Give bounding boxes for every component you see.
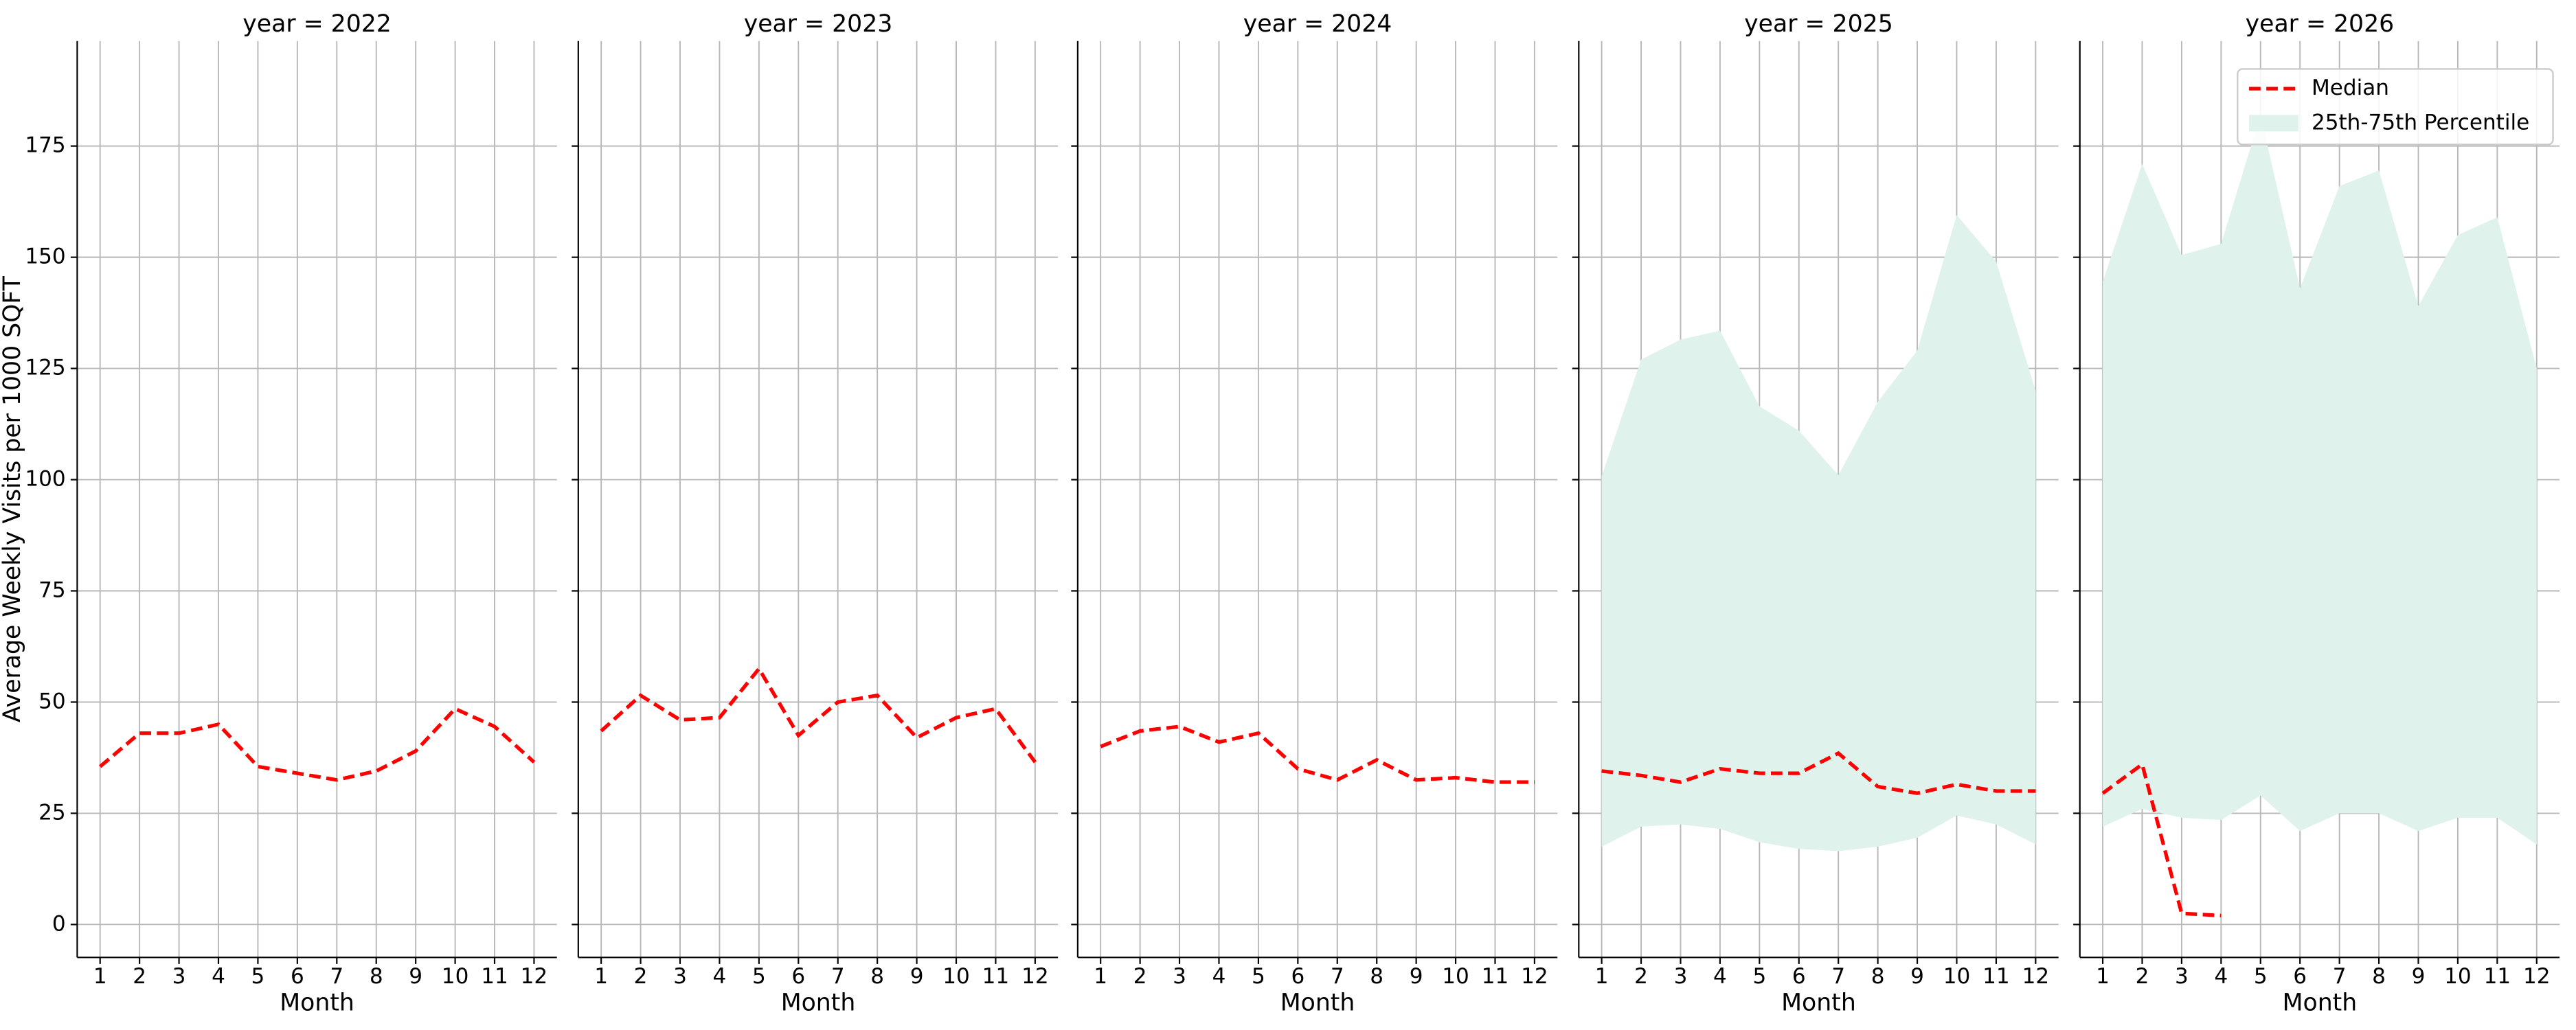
x-tick-label: 4 [1212, 964, 1226, 989]
x-tick-label: 11 [2484, 964, 2511, 989]
x-tick-label: 10 [1943, 964, 1971, 989]
x-tick-label: 6 [1792, 964, 1806, 989]
x-tick-label: 7 [1331, 964, 1344, 989]
x-tick-label: 9 [1910, 964, 1924, 989]
x-tick-label: 10 [442, 964, 469, 989]
x-tick-label: 5 [1752, 964, 1766, 989]
x-tick-label: 3 [2175, 964, 2189, 989]
x-tick-label: 2 [2136, 964, 2149, 989]
panel-title: year = 2025 [1744, 10, 1893, 38]
y-tick-label: 50 [38, 689, 66, 713]
x-axis-label: Month [781, 989, 856, 1016]
x-tick-label: 5 [251, 964, 265, 989]
x-tick-label: 5 [2254, 964, 2268, 989]
x-tick-label: 7 [1831, 964, 1845, 989]
x-tick-label: 12 [1521, 964, 1548, 989]
x-tick-label: 2 [133, 964, 146, 989]
x-tick-label: 8 [1370, 964, 1383, 989]
x-tick-label: 4 [1713, 964, 1727, 989]
x-tick-label: 12 [521, 964, 548, 989]
y-tick-label: 175 [25, 133, 65, 158]
x-tick-label: 3 [673, 964, 687, 989]
x-tick-label: 4 [2214, 964, 2228, 989]
x-tick-label: 6 [791, 964, 805, 989]
y-tick-label: 75 [38, 577, 66, 602]
x-tick-label: 6 [2293, 964, 2307, 989]
x-tick-label: 9 [910, 964, 924, 989]
x-tick-label: 3 [1173, 964, 1186, 989]
y-axis-label: Average Weekly Visits per 1000 SQFT [0, 275, 26, 722]
x-tick-label: 10 [1442, 964, 1469, 989]
panel-title: year = 2024 [1243, 10, 1392, 38]
legend: Median 25th-75th Percentile [2237, 68, 2554, 146]
x-tick-label: 2 [634, 964, 648, 989]
x-tick-label: 9 [2412, 964, 2426, 989]
x-tick-label: 9 [409, 964, 422, 989]
x-tick-label: 10 [2444, 964, 2472, 989]
panel-title: year = 2022 [242, 10, 392, 38]
x-axis-label: Month [280, 989, 354, 1016]
x-tick-label: 6 [1291, 964, 1304, 989]
percentile-band [1601, 215, 2036, 851]
x-tick-label: 3 [172, 964, 186, 989]
y-tick-label: 125 [25, 356, 65, 380]
median-line [1100, 724, 1535, 784]
panel-title: year = 2026 [2246, 10, 2395, 38]
y-tick-label: 25 [38, 800, 66, 825]
x-tick-label: 11 [1482, 964, 1509, 989]
panel-title: year = 2023 [744, 10, 893, 38]
x-tick-label: 11 [982, 964, 1010, 989]
x-tick-label: 12 [2022, 964, 2050, 989]
legend-box [2237, 68, 2554, 146]
x-tick-label: 5 [752, 964, 766, 989]
median-line [600, 665, 1037, 764]
x-axis-label: Month [1781, 989, 1856, 1016]
x-tick-label: 1 [93, 964, 107, 989]
median-line [2101, 761, 2222, 918]
x-tick-label: 6 [291, 964, 304, 989]
x-tick-label: 1 [1595, 964, 1609, 989]
percentile-band [2103, 115, 2537, 845]
x-tick-label: 5 [1252, 964, 1265, 989]
x-tick-label: 1 [1094, 964, 1107, 989]
x-axis-label: Month [1280, 989, 1355, 1016]
x-tick-label: 1 [594, 964, 608, 989]
legend-swatch [2249, 115, 2298, 132]
legend-label: Median [2312, 76, 2389, 100]
y-tick-label: 0 [52, 911, 66, 936]
x-tick-label: 11 [481, 964, 508, 989]
x-tick-label: 8 [2372, 964, 2386, 989]
y-tick-label: 150 [25, 244, 65, 269]
x-axis-label: Month [2283, 989, 2358, 1016]
x-tick-label: 12 [2523, 964, 2551, 989]
x-tick-label: 2 [1634, 964, 1648, 989]
x-tick-label: 11 [1982, 964, 2010, 989]
legend-label: 25th-75th Percentile [2312, 110, 2529, 135]
x-tick-label: 4 [713, 964, 727, 989]
x-tick-label: 7 [831, 964, 845, 989]
x-tick-label: 4 [212, 964, 225, 989]
x-tick-label: 2 [1133, 964, 1147, 989]
x-tick-label: 8 [370, 964, 383, 989]
y-tick-label: 100 [25, 467, 65, 492]
x-tick-label: 7 [2333, 964, 2347, 989]
x-tick-label: 8 [870, 964, 884, 989]
x-tick-label: 8 [1871, 964, 1885, 989]
x-tick-label: 1 [2096, 964, 2110, 989]
x-tick-label: 3 [1674, 964, 1688, 989]
median-line [1601, 751, 2036, 795]
x-tick-label: 10 [942, 964, 970, 989]
median-line [99, 706, 536, 782]
x-tick-label: 7 [330, 964, 343, 989]
x-tick-label: 12 [1021, 964, 1049, 989]
x-tick-label: 9 [1410, 964, 1423, 989]
